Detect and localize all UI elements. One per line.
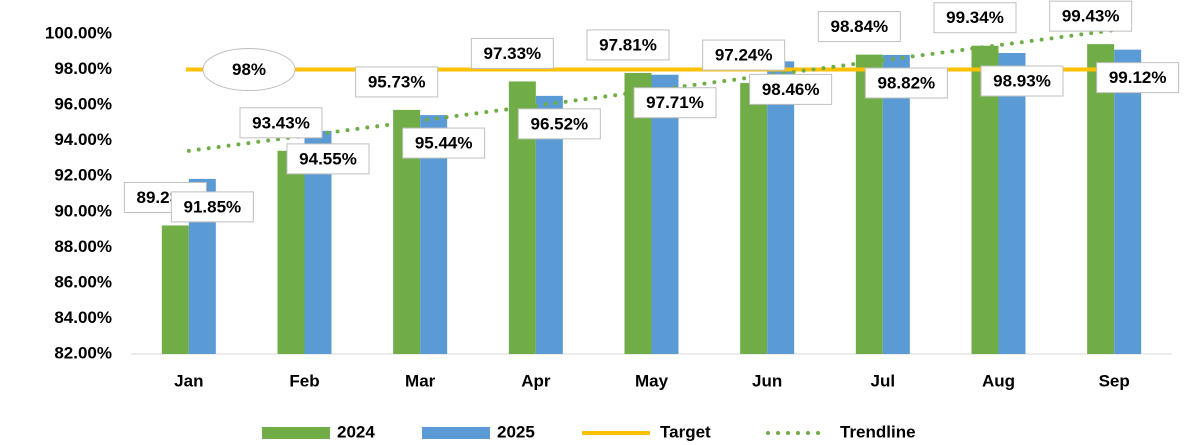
value-label-bg xyxy=(749,73,833,105)
x-tick-label: Sep xyxy=(1099,371,1130,390)
value-label: 99.43% xyxy=(1062,7,1120,26)
value-label: 97.24% xyxy=(715,46,773,65)
value-label: 97.71% xyxy=(646,93,704,112)
value-label-bg xyxy=(864,67,948,99)
legend-label: Trendline xyxy=(840,422,916,441)
y-tick-label: 90.00% xyxy=(54,201,112,220)
value-label: 95.73% xyxy=(368,72,426,91)
value-label-bg xyxy=(355,66,439,98)
value-label-bg xyxy=(286,143,370,175)
x-tick-label: Mar xyxy=(405,371,436,390)
value-label: 98.84% xyxy=(830,17,888,36)
y-tick-label: 100.00% xyxy=(45,23,112,42)
bar xyxy=(855,54,883,354)
bar xyxy=(767,61,795,354)
value-label: 97.81% xyxy=(599,35,657,54)
value-label-bg xyxy=(1096,62,1180,94)
x-tick-label: Apr xyxy=(521,371,551,390)
legend-swatch xyxy=(262,427,330,439)
x-tick-label: Feb xyxy=(289,371,319,390)
value-label: 93.43% xyxy=(252,113,310,132)
value-label: 99.34% xyxy=(946,8,1004,27)
bar xyxy=(651,74,679,354)
y-tick-label: 84.00% xyxy=(54,308,112,327)
value-label-bg xyxy=(933,2,1017,34)
target-label-bg xyxy=(202,48,296,92)
bar xyxy=(1087,44,1115,355)
value-label-bg xyxy=(817,11,901,43)
value-label: 97.33% xyxy=(483,44,541,63)
bar xyxy=(624,72,652,354)
legend-label: 2025 xyxy=(497,422,535,441)
y-tick-label: 92.00% xyxy=(54,166,112,185)
value-label-bg xyxy=(702,39,786,71)
bar xyxy=(740,83,768,355)
value-label-bg xyxy=(239,107,323,139)
bar xyxy=(277,150,305,354)
bar xyxy=(882,54,910,354)
value-label-bg xyxy=(633,87,717,119)
legend-label: Target xyxy=(660,422,711,441)
value-label: 98.82% xyxy=(877,73,935,92)
value-label: 91.85% xyxy=(183,197,241,216)
y-tick-label: 96.00% xyxy=(54,95,112,114)
x-tick-label: Jul xyxy=(871,371,896,390)
x-tick-label: Jun xyxy=(752,371,782,390)
y-tick-label: 82.00% xyxy=(54,343,112,362)
legend-swatch xyxy=(422,427,490,439)
value-label: 95.44% xyxy=(415,134,473,153)
y-tick-label: 98.00% xyxy=(54,59,112,78)
x-tick-label: Jan xyxy=(174,371,203,390)
target-label: 98% xyxy=(232,60,266,79)
bar xyxy=(161,225,189,354)
value-label-bg xyxy=(402,127,486,159)
x-tick-label: Aug xyxy=(982,371,1015,390)
value-label: 99.12% xyxy=(1109,68,1167,87)
x-tick-label: May xyxy=(635,371,669,390)
legend-label: 2024 xyxy=(337,422,375,441)
y-tick-label: 88.00% xyxy=(54,237,112,256)
y-tick-label: 86.00% xyxy=(54,272,112,291)
value-label-bg xyxy=(517,108,601,140)
value-label-bg xyxy=(1049,0,1133,32)
value-label: 94.55% xyxy=(299,149,357,168)
bar xyxy=(998,53,1026,355)
value-label-bg xyxy=(586,29,670,61)
value-label-bg xyxy=(170,191,254,223)
value-label: 96.52% xyxy=(530,114,588,133)
bar xyxy=(1114,49,1142,355)
value-label-bg xyxy=(470,37,554,69)
y-tick-label: 94.00% xyxy=(54,130,112,149)
value-label-bg xyxy=(980,65,1064,97)
bar xyxy=(971,45,999,354)
value-label: 98.46% xyxy=(762,80,820,99)
value-label: 98.93% xyxy=(993,72,1051,91)
